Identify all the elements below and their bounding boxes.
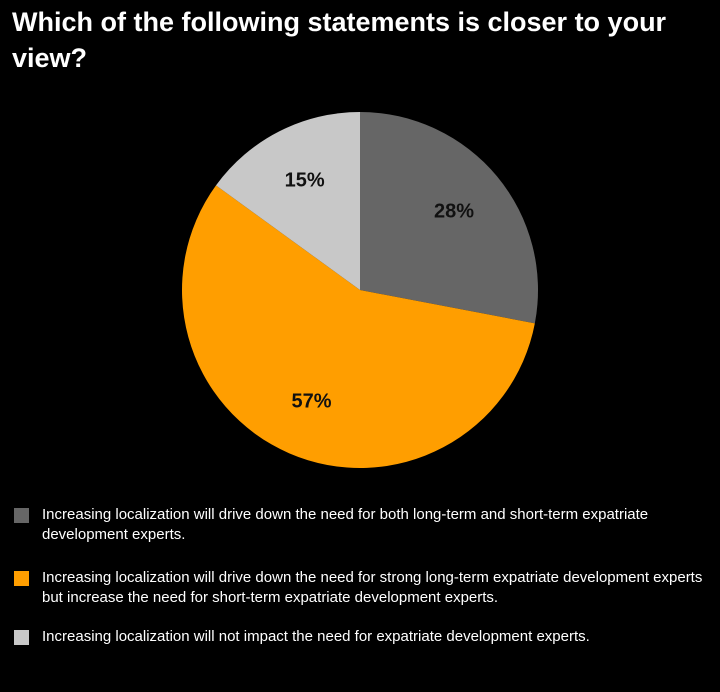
legend-label: Increasing localization will not impact …: [42, 628, 590, 645]
legend-label: Increasing localization will drive down …: [42, 506, 649, 543]
pie-slices: [182, 111, 539, 468]
legend-swatch: [14, 630, 29, 645]
slice-value-label: 15%: [285, 170, 325, 192]
legend-item: Increasing localization will drive down …: [14, 568, 704, 608]
legend-item: Increasing localization will drive down …: [14, 505, 704, 545]
legend: Increasing localization will drive down …: [14, 505, 704, 647]
pie-slice-2: [182, 185, 535, 468]
slice-value-label: 57%: [291, 390, 331, 412]
pie-slice-1: [360, 112, 539, 324]
legend-swatch: [14, 508, 29, 523]
pie-slice-labels: 28% 57% 15%: [285, 170, 475, 413]
pie-slice-3: [215, 111, 360, 290]
legend-swatch: [14, 571, 29, 586]
slice-value-label: 28%: [434, 200, 474, 222]
legend-label: Increasing localization will drive down …: [42, 569, 703, 606]
chart-title: Which of the following statements is clo…: [12, 7, 667, 73]
legend-item: Increasing localization will not impact …: [14, 627, 704, 647]
